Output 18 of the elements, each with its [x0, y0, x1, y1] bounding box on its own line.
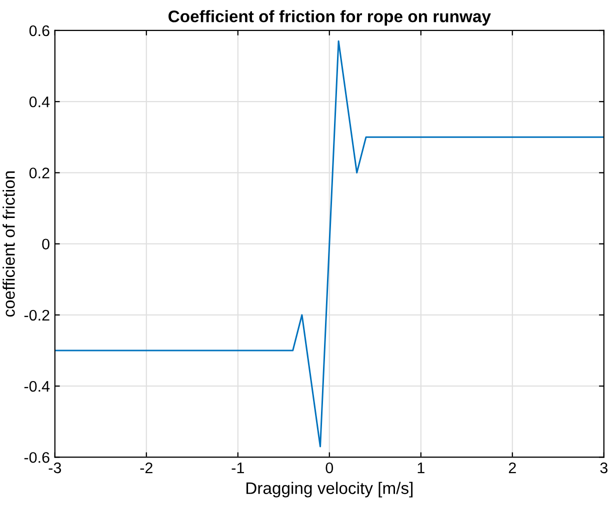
x-tick-label: 2: [508, 462, 516, 474]
chart-title: Coefficient of friction for rope on runway: [168, 10, 491, 26]
y-tick-label: 0.6: [29, 25, 50, 36]
x-tick-label: 1: [418, 462, 424, 474]
y-tick-label: 0.4: [29, 96, 50, 108]
x-tick-label: -1: [232, 462, 244, 474]
y-tick-label: -0.6: [24, 452, 50, 463]
line-series: [54, 40, 604, 448]
x-tick-label: -2: [140, 462, 152, 474]
y-axis-title: coefficient of friction: [2, 171, 15, 317]
y-tick-label: -0.2: [24, 310, 50, 321]
x-tick-label: 0: [326, 462, 334, 474]
x-tick-label: -3: [48, 462, 62, 474]
x-axis-title: Dragging velocity [m/s]: [246, 482, 413, 498]
y-tick-label: -0.4: [24, 380, 50, 392]
y-tick-label: 0.2: [29, 168, 50, 178]
x-tick-label: 3: [600, 462, 608, 474]
y-tick-label: 0: [42, 238, 50, 250]
